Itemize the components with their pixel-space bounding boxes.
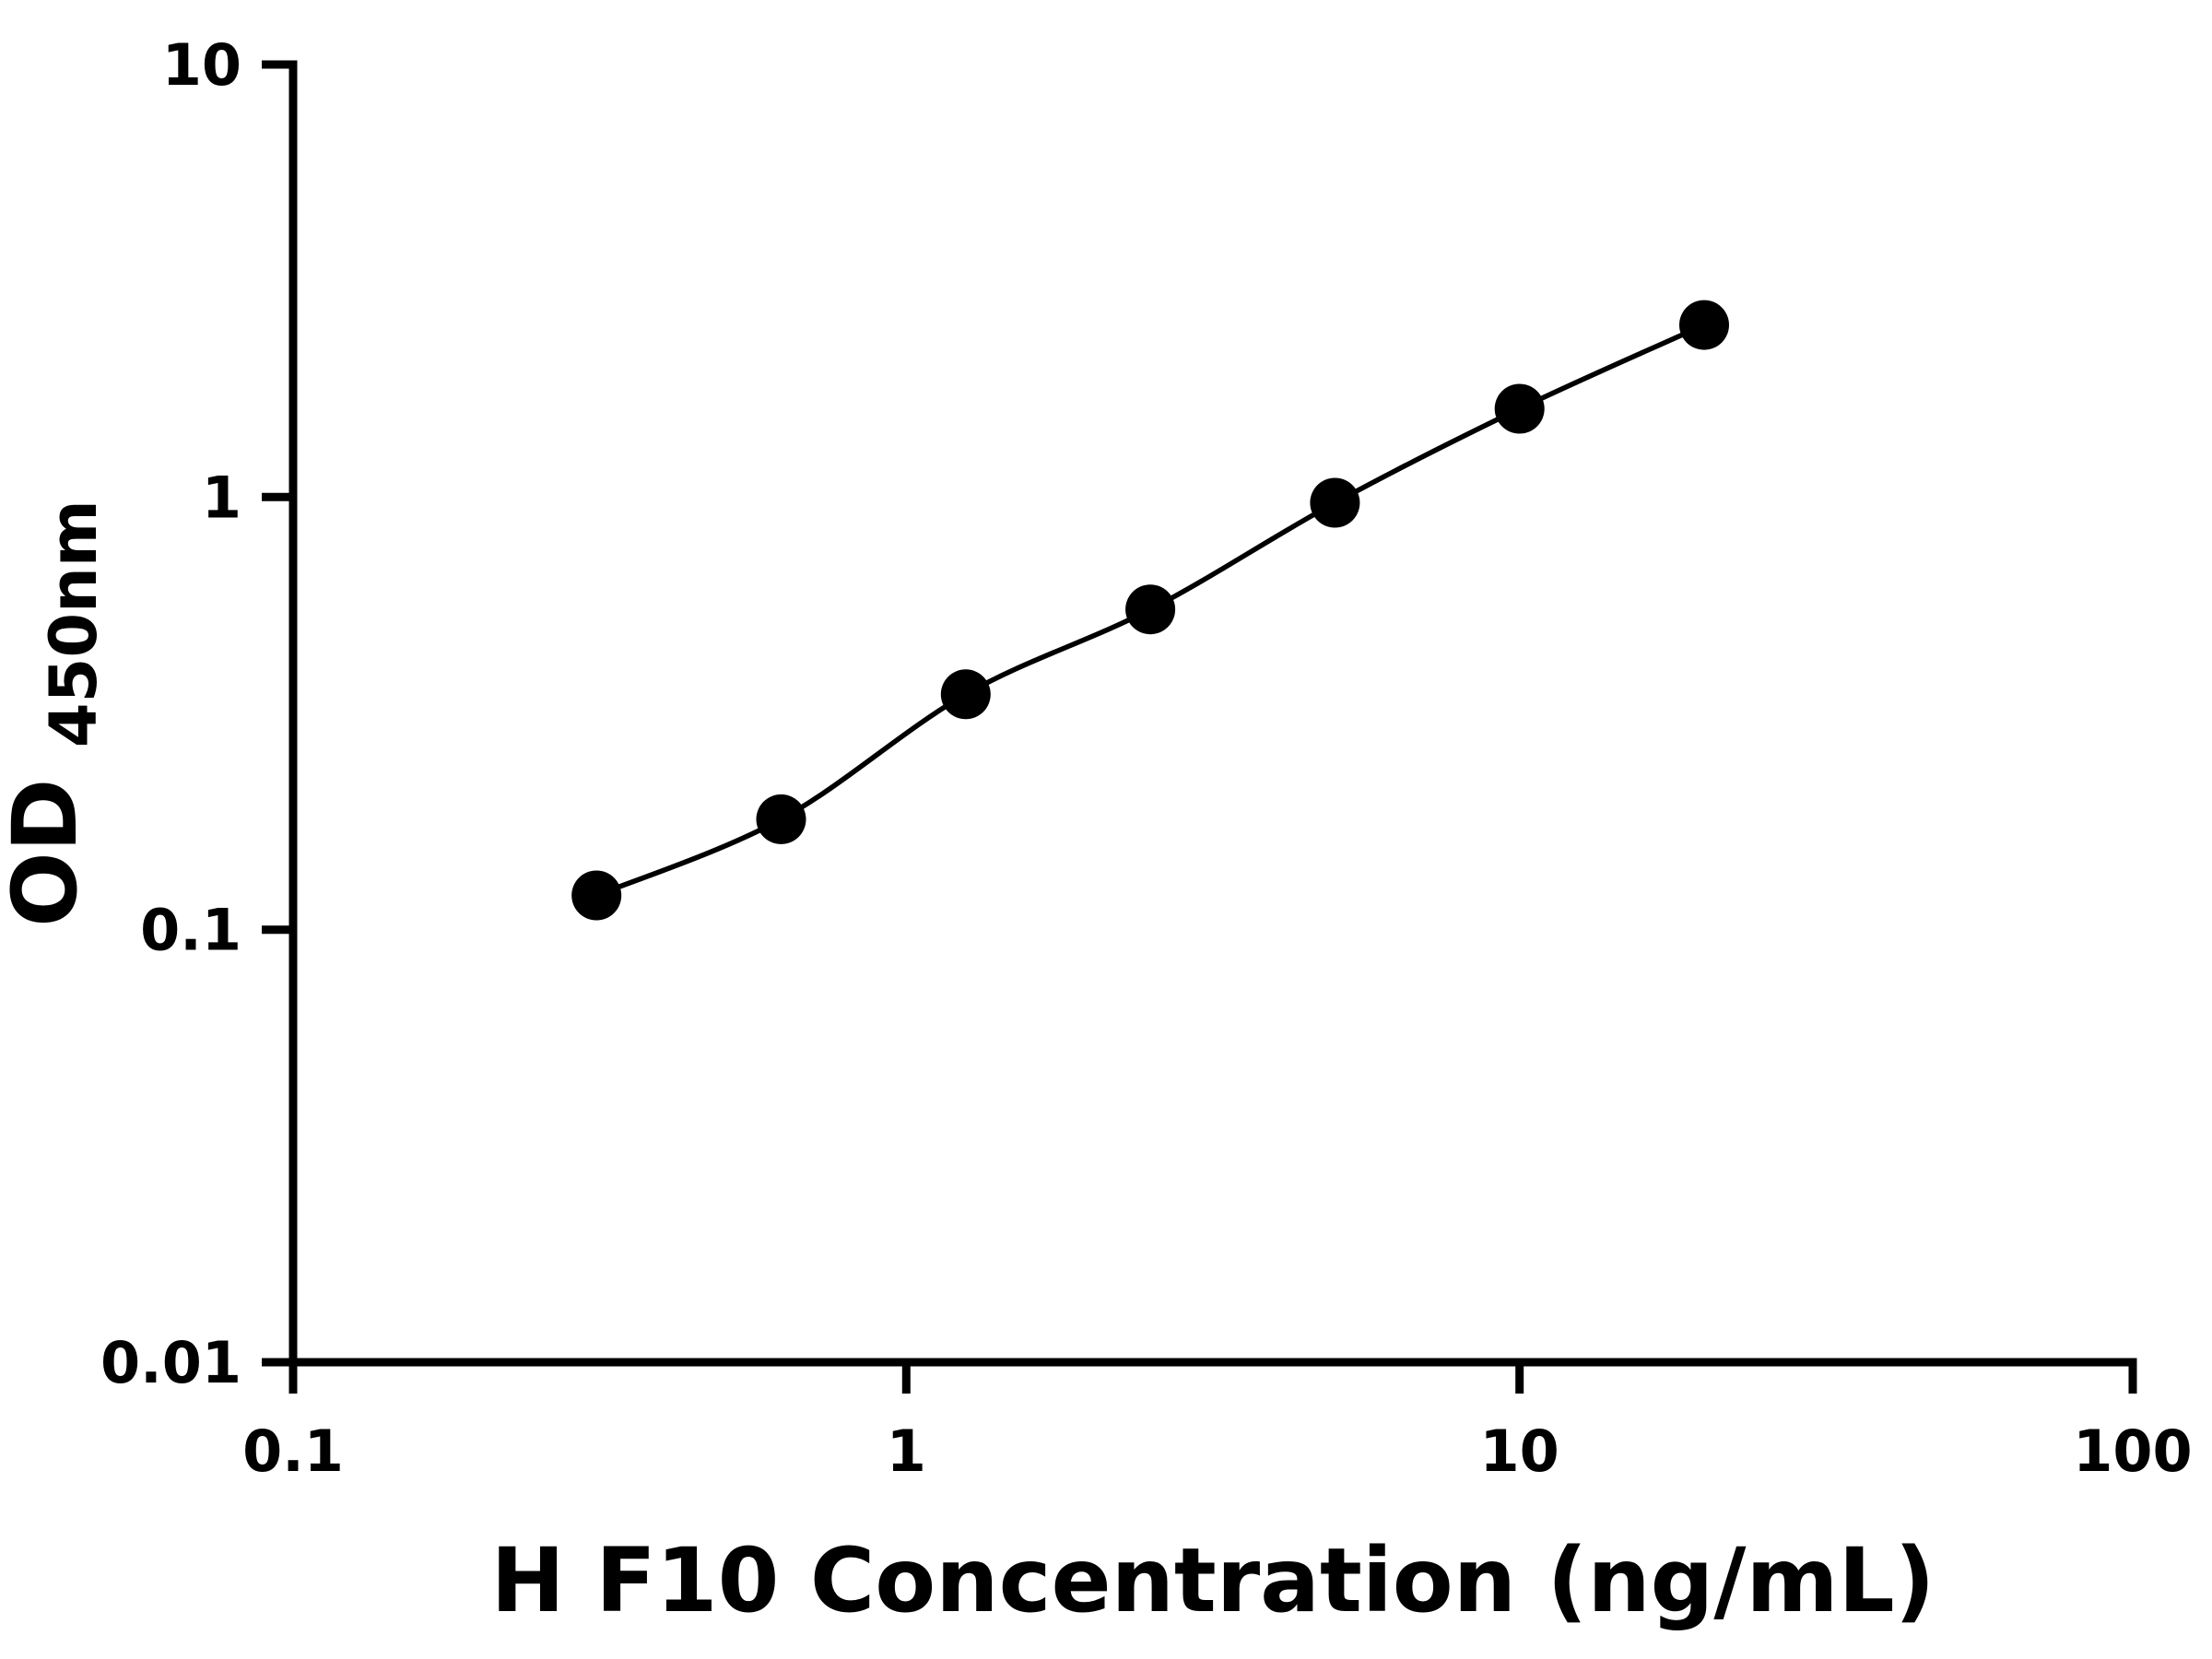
x-tick-label: 1 bbox=[887, 1418, 926, 1485]
x-axis-label: H F10 Concentration (ng/mL) bbox=[490, 1529, 1935, 1632]
y-tick-label: 0.01 bbox=[100, 1329, 241, 1396]
data-point bbox=[756, 794, 806, 844]
axes bbox=[288, 60, 2137, 1367]
y-axis-label: OD 450nm bbox=[0, 500, 112, 927]
y-axis-label-base: OD bbox=[0, 779, 97, 927]
y-tick-label: 10 bbox=[162, 31, 241, 99]
data-point bbox=[1679, 300, 1729, 350]
data-point bbox=[571, 870, 622, 921]
data-point bbox=[1494, 383, 1545, 434]
data-point bbox=[1310, 477, 1360, 528]
y-tick-label: 0.1 bbox=[140, 897, 241, 964]
y-axis-label-subscript: 450nm bbox=[36, 500, 112, 747]
data-point bbox=[940, 669, 991, 720]
x-tick-label: 100 bbox=[2073, 1418, 2192, 1485]
y-tick-label: 1 bbox=[202, 464, 241, 531]
data-point bbox=[1125, 584, 1176, 635]
x-tick-label: 0.1 bbox=[242, 1418, 344, 1485]
x-tick-label: 10 bbox=[1480, 1418, 1559, 1485]
